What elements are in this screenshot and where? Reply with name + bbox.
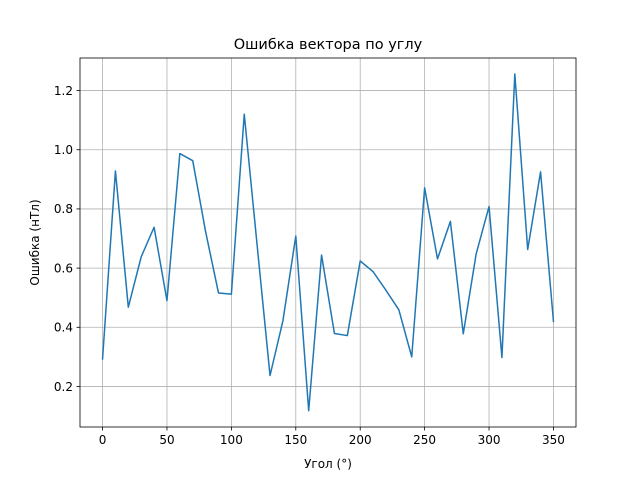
ticks: 0 50 100 150 200 250 300 350 0.2 0.4 0.6 0.8 1.0 1.2: [54, 84, 565, 447]
x-tick-label: 50: [159, 433, 174, 447]
y-tick-label: 1.2: [54, 84, 73, 98]
x-tick-label: 200: [349, 433, 372, 447]
chart-title: Ошибка вектора по углу: [234, 37, 423, 53]
x-tick-label: 0: [99, 433, 107, 447]
plot-frame: [79, 57, 577, 428]
y-tick-label: 1.0: [54, 143, 73, 157]
y-axis-label: Ошибка (нТл): [28, 199, 42, 285]
y-tick-label: 0.2: [54, 380, 73, 394]
x-tick-label: 300: [478, 433, 501, 447]
grid: [80, 58, 576, 427]
x-tick-label: 150: [284, 433, 307, 447]
series-line: [101, 73, 555, 412]
x-tick-label: 100: [220, 433, 243, 447]
y-tick-label: 0.4: [54, 321, 73, 335]
y-tick-label: 0.8: [54, 202, 73, 216]
y-tick-label: 0.6: [54, 261, 73, 275]
x-tick-label: 250: [413, 433, 436, 447]
x-axis-label: Угол (°): [304, 457, 352, 471]
x-tick-label: 350: [542, 433, 565, 447]
